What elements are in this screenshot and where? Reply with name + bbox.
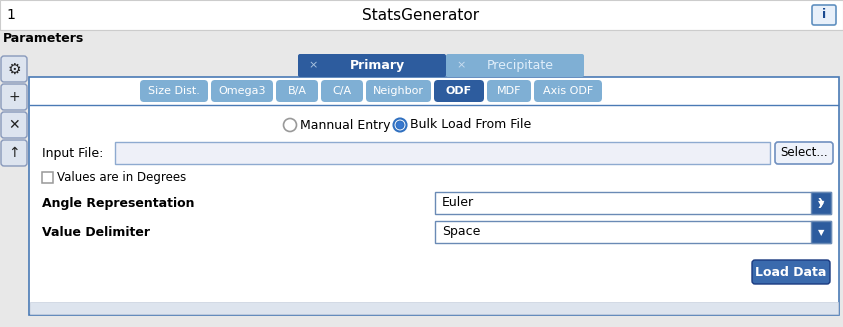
Text: Neighbor: Neighbor xyxy=(373,86,424,96)
Text: Parameters: Parameters xyxy=(3,32,84,45)
FancyBboxPatch shape xyxy=(321,80,363,102)
Text: C/A: C/A xyxy=(332,86,352,96)
Text: ↑: ↑ xyxy=(8,146,20,160)
Text: ✕: ✕ xyxy=(8,118,20,132)
Text: ❯: ❯ xyxy=(817,198,825,208)
Text: ×: × xyxy=(456,60,465,71)
Circle shape xyxy=(283,118,297,131)
Circle shape xyxy=(394,118,406,131)
FancyBboxPatch shape xyxy=(298,54,446,77)
FancyBboxPatch shape xyxy=(446,54,584,77)
Bar xyxy=(811,221,831,243)
Text: Primary: Primary xyxy=(350,59,405,72)
Bar xyxy=(29,77,839,315)
Text: B/A: B/A xyxy=(287,86,307,96)
Text: Axis ODF: Axis ODF xyxy=(543,86,593,96)
Text: Space: Space xyxy=(442,226,481,238)
Bar xyxy=(811,192,831,214)
Text: Omega3: Omega3 xyxy=(218,86,266,96)
Bar xyxy=(0,30,843,48)
Text: ▼: ▼ xyxy=(818,199,824,209)
Text: +: + xyxy=(8,90,20,104)
FancyBboxPatch shape xyxy=(775,142,833,164)
FancyBboxPatch shape xyxy=(487,80,531,102)
Text: 1: 1 xyxy=(6,8,15,22)
Bar xyxy=(30,302,838,314)
Text: Euler: Euler xyxy=(442,197,474,210)
Text: ODF: ODF xyxy=(446,86,472,96)
FancyBboxPatch shape xyxy=(752,260,830,284)
Text: Input File:: Input File: xyxy=(42,146,104,160)
Bar xyxy=(435,221,831,243)
FancyBboxPatch shape xyxy=(366,80,431,102)
Bar xyxy=(0,0,843,30)
Text: Bulk Load From File: Bulk Load From File xyxy=(410,118,531,131)
Bar xyxy=(42,171,53,182)
FancyBboxPatch shape xyxy=(276,80,318,102)
Circle shape xyxy=(396,121,404,129)
Text: Select...: Select... xyxy=(780,146,828,160)
Bar xyxy=(435,192,831,214)
Text: ▼: ▼ xyxy=(818,229,824,237)
Bar xyxy=(115,142,770,164)
FancyBboxPatch shape xyxy=(211,80,273,102)
Text: ×: × xyxy=(308,60,317,71)
Text: Angle Representation: Angle Representation xyxy=(42,197,195,210)
Text: i: i xyxy=(822,9,826,22)
Text: Values are in Degrees: Values are in Degrees xyxy=(57,170,186,183)
Text: Mannual Entry: Mannual Entry xyxy=(300,118,390,131)
Text: Size Dist.: Size Dist. xyxy=(148,86,200,96)
FancyBboxPatch shape xyxy=(1,84,27,110)
FancyBboxPatch shape xyxy=(1,56,27,82)
FancyBboxPatch shape xyxy=(1,112,27,138)
Text: Value Delimiter: Value Delimiter xyxy=(42,226,150,238)
Text: MDF: MDF xyxy=(497,86,521,96)
Text: Load Data: Load Data xyxy=(755,266,827,279)
FancyBboxPatch shape xyxy=(140,80,208,102)
FancyBboxPatch shape xyxy=(534,80,602,102)
Text: Precipitate: Precipitate xyxy=(486,59,554,72)
FancyBboxPatch shape xyxy=(434,80,484,102)
FancyBboxPatch shape xyxy=(812,5,836,25)
Text: StatsGenerator: StatsGenerator xyxy=(362,8,480,23)
FancyBboxPatch shape xyxy=(1,140,27,166)
Text: ⚙: ⚙ xyxy=(8,61,21,77)
